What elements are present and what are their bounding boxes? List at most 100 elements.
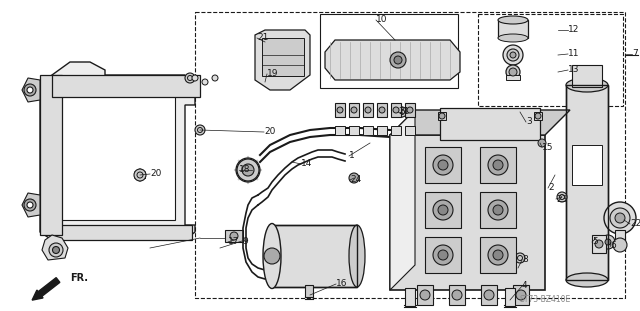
Circle shape (484, 290, 494, 300)
Polygon shape (390, 110, 570, 135)
Bar (480, 192, 516, 228)
Text: 1: 1 (349, 151, 355, 160)
Circle shape (52, 247, 60, 253)
Circle shape (507, 49, 519, 61)
Text: 11: 11 (568, 49, 579, 58)
Bar (498, 20, 528, 38)
Bar (481, 285, 497, 305)
Circle shape (349, 173, 359, 183)
Text: 14: 14 (301, 160, 312, 169)
Circle shape (433, 245, 453, 265)
Text: 23: 23 (556, 194, 568, 203)
Circle shape (134, 169, 146, 181)
Circle shape (393, 107, 399, 113)
Circle shape (615, 213, 625, 223)
Text: 3: 3 (526, 118, 532, 127)
Circle shape (610, 208, 630, 228)
Bar (425, 147, 461, 183)
Circle shape (195, 125, 205, 135)
Circle shape (192, 75, 198, 81)
Bar (335, 103, 345, 117)
Circle shape (351, 107, 357, 113)
Circle shape (185, 73, 195, 83)
Bar (506, 75, 520, 80)
Circle shape (433, 200, 453, 220)
Bar (478, 14, 623, 106)
Bar (425, 237, 461, 273)
Circle shape (604, 202, 636, 234)
Text: 20: 20 (150, 169, 161, 179)
Text: 24: 24 (350, 175, 361, 184)
Bar (349, 103, 359, 117)
Circle shape (488, 245, 508, 265)
Circle shape (365, 107, 371, 113)
Text: 10: 10 (376, 16, 387, 25)
Bar (320, 14, 458, 88)
Text: 20: 20 (264, 128, 275, 137)
Circle shape (420, 290, 430, 300)
Circle shape (601, 235, 615, 249)
Circle shape (510, 52, 516, 58)
Ellipse shape (498, 34, 528, 42)
Circle shape (264, 248, 280, 264)
Circle shape (516, 290, 526, 300)
Circle shape (538, 139, 546, 147)
Ellipse shape (264, 225, 280, 287)
Circle shape (488, 200, 508, 220)
Circle shape (27, 202, 33, 208)
FancyArrow shape (32, 278, 60, 300)
Bar (480, 237, 516, 273)
Bar (566, 85, 608, 280)
Bar (377, 126, 387, 135)
Bar (377, 103, 387, 117)
Circle shape (49, 243, 63, 257)
Circle shape (202, 79, 208, 85)
Bar (440, 108, 540, 140)
Circle shape (535, 113, 541, 119)
Bar (425, 192, 461, 228)
Bar (592, 235, 606, 253)
Bar (572, 145, 602, 185)
Circle shape (595, 240, 603, 248)
Bar (505, 288, 515, 306)
Bar (52, 75, 200, 97)
Polygon shape (22, 78, 40, 102)
Circle shape (438, 250, 448, 260)
Circle shape (493, 250, 503, 260)
Circle shape (493, 205, 503, 215)
Bar (480, 147, 516, 183)
Circle shape (605, 239, 611, 245)
Bar (534, 112, 542, 120)
Bar (438, 112, 446, 120)
Circle shape (407, 107, 413, 113)
Bar (405, 103, 415, 117)
Ellipse shape (566, 78, 608, 92)
Bar (363, 103, 373, 117)
Circle shape (452, 290, 462, 300)
Text: 19: 19 (267, 69, 278, 78)
Text: 13: 13 (568, 66, 579, 75)
Text: ST73-BZ410E: ST73-BZ410E (520, 295, 572, 304)
Polygon shape (60, 95, 175, 220)
Circle shape (509, 68, 517, 76)
Bar (566, 85, 608, 280)
Circle shape (488, 155, 508, 175)
Circle shape (557, 192, 567, 202)
Circle shape (438, 160, 448, 170)
Bar (449, 285, 465, 305)
Circle shape (397, 107, 407, 117)
Polygon shape (40, 62, 195, 240)
Text: 2: 2 (548, 183, 554, 193)
Circle shape (439, 113, 445, 119)
Bar (52, 225, 192, 240)
Text: 8: 8 (522, 256, 528, 264)
Circle shape (24, 199, 36, 211)
Circle shape (379, 107, 385, 113)
Polygon shape (325, 40, 460, 80)
Circle shape (503, 45, 523, 65)
Bar (363, 126, 373, 135)
Bar (405, 126, 415, 135)
Bar (40, 75, 62, 235)
Ellipse shape (498, 16, 528, 24)
Bar (513, 285, 529, 305)
